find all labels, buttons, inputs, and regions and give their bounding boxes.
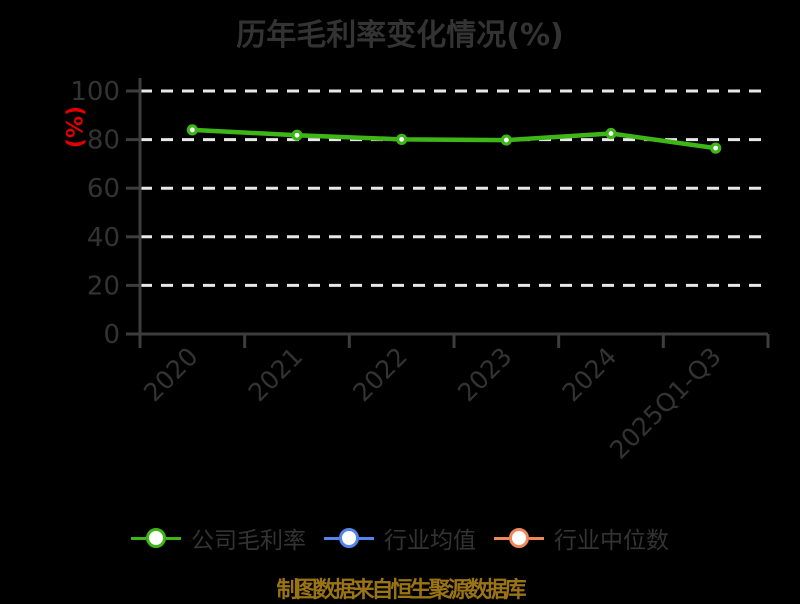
chart-legend: 公司毛利率 行业均值 行业中位数 — [0, 521, 800, 555]
data-point-2025Q1-Q3 — [710, 142, 722, 154]
data-point-2021 — [291, 129, 303, 141]
legend-marker-orange-circle-icon — [494, 528, 544, 548]
legend-item-company-gross-margin: 公司毛利率 — [131, 521, 306, 555]
x-tick-label-2021: 2021 — [243, 342, 308, 407]
data-point-2020 — [186, 124, 198, 136]
legend-label-industry-median: 行业中位数 — [554, 528, 669, 554]
legend-label-company-gross-margin: 公司毛利率 — [191, 528, 306, 554]
legend-item-industry-average: 行业均值 — [324, 521, 476, 555]
legend-label-industry-average: 行业均值 — [384, 528, 476, 554]
y-tick-label-60: 60 — [87, 174, 120, 204]
y-tick-label-80: 80 — [87, 126, 120, 156]
x-tick-label-2022: 2022 — [347, 342, 412, 407]
y-tick-label-0: 0 — [103, 320, 120, 350]
series-line-0 — [190, 127, 718, 151]
data-point-2023 — [500, 134, 512, 146]
chart-title: 历年毛利率变化情况(%) — [236, 18, 564, 53]
data-source-caption: 制图数据来自恒生聚源数据库 — [276, 578, 526, 603]
x-tick-label-2023: 2023 — [452, 342, 517, 407]
y-tick-label-100: 100 — [70, 77, 120, 107]
x-tick-label-2020: 2020 — [138, 342, 203, 407]
x-tick-label-2025Q1-Q3: 2025Q1-Q3 — [604, 342, 727, 465]
data-point-2022 — [396, 133, 408, 145]
y-tick-label-20: 20 — [87, 271, 120, 301]
legend-marker-green-circle-icon — [131, 528, 181, 548]
data-point-2024 — [605, 127, 617, 140]
legend-item-industry-median: 行业中位数 — [494, 521, 669, 555]
x-tick-label-2024: 2024 — [557, 342, 622, 407]
legend-marker-blue-circle-icon — [324, 528, 374, 548]
y-tick-label-40: 40 — [87, 223, 120, 253]
